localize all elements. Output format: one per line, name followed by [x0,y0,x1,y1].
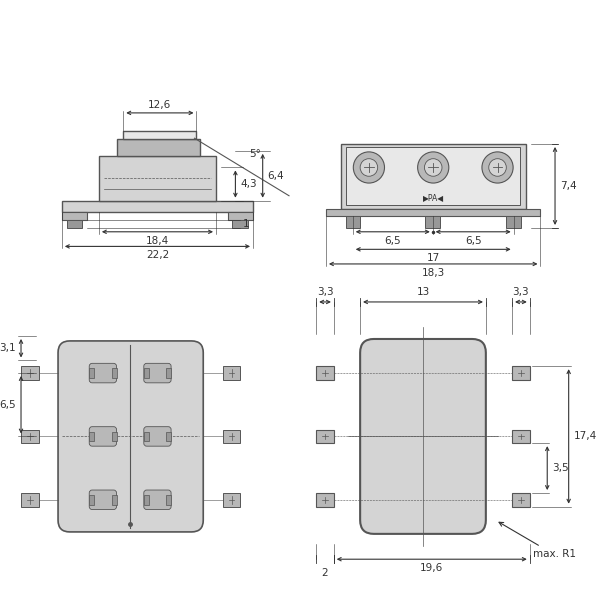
Text: 6,4: 6,4 [268,171,284,181]
Text: 7,4: 7,4 [560,181,577,191]
Text: 3,3: 3,3 [317,287,334,297]
FancyBboxPatch shape [89,427,116,446]
Text: max. R1: max. R1 [499,522,575,559]
Bar [223,493,240,506]
Bar [144,495,149,505]
Bar [223,430,240,443]
Bar [166,368,171,378]
Text: 3,5: 3,5 [552,463,569,473]
Bar [144,431,149,441]
Bar [316,430,334,443]
Bar [346,147,520,205]
Bar [316,493,334,506]
Circle shape [353,152,385,183]
Circle shape [482,152,513,183]
FancyBboxPatch shape [89,364,116,383]
Text: 3,1: 3,1 [0,343,16,353]
Text: 19,6: 19,6 [420,563,443,573]
Circle shape [489,159,506,176]
Text: 13: 13 [416,287,430,297]
Bar [506,216,521,228]
Text: 4,3: 4,3 [240,179,257,189]
Bar [512,493,530,506]
FancyBboxPatch shape [89,490,116,509]
Bar [512,430,530,443]
Bar [21,366,38,380]
FancyBboxPatch shape [144,427,171,446]
Bar [223,366,240,380]
Bar [316,366,334,380]
Bar [144,368,149,378]
Text: 12,6: 12,6 [148,100,172,110]
Bar [89,495,94,505]
Bar [67,220,82,228]
FancyBboxPatch shape [144,490,171,509]
Text: 3,3: 3,3 [512,287,529,297]
Text: 6,5: 6,5 [465,236,481,245]
Bar [326,209,541,216]
Bar [346,216,360,228]
Bar [112,431,116,441]
Text: 6,5: 6,5 [0,400,16,410]
Bar [124,131,196,139]
Text: 17,4: 17,4 [574,431,597,442]
Bar [21,493,38,506]
Bar [166,495,171,505]
Bar [341,144,526,209]
Circle shape [424,159,442,176]
Bar [89,368,94,378]
Bar [112,368,116,378]
Text: 2: 2 [322,568,328,578]
Bar [21,430,38,443]
Text: 22,2: 22,2 [146,250,169,260]
Bar [116,139,200,156]
Bar [62,212,87,220]
Bar [112,495,116,505]
Text: 5°: 5° [249,149,261,159]
Bar [232,220,248,228]
Text: 1: 1 [243,219,250,229]
FancyBboxPatch shape [360,339,486,534]
Circle shape [418,152,449,183]
Text: 17: 17 [427,253,440,263]
Bar [512,366,530,380]
Bar [425,216,440,228]
Text: ▶PA◀: ▶PA◀ [422,193,444,202]
Text: 18,4: 18,4 [146,236,169,245]
Text: 6,5: 6,5 [385,236,401,245]
Bar [166,431,171,441]
FancyBboxPatch shape [58,341,203,532]
Text: 18,3: 18,3 [422,268,445,278]
Bar [62,200,253,212]
Bar [227,212,253,220]
FancyBboxPatch shape [144,364,171,383]
Bar [89,431,94,441]
Circle shape [360,159,377,176]
Bar [99,156,216,200]
